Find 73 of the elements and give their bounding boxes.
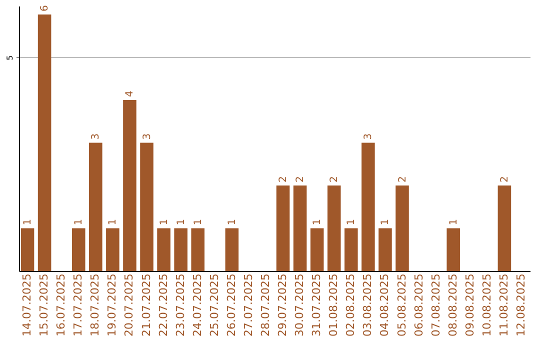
- x-tick-label: 21.07.2025: [140, 274, 153, 336]
- data-label: 1: [380, 218, 392, 226]
- bar: [174, 228, 188, 271]
- data-label: 2: [397, 176, 408, 183]
- bar: [362, 142, 375, 271]
- x-tick-label: 02.08.2025: [344, 274, 358, 336]
- x-tick-label: 22.07.2025: [156, 274, 170, 336]
- x-tick-label: 19.07.2025: [106, 274, 119, 336]
- x-tick-label: 15.07.2025: [38, 274, 51, 336]
- x-tick-label: 20.07.2025: [122, 274, 136, 336]
- data-label: 3: [142, 133, 153, 140]
- bar: [396, 186, 409, 271]
- data-label: 2: [278, 176, 290, 183]
- x-tick-label: 24.07.2025: [190, 274, 204, 336]
- x-tick-label: 28.07.2025: [258, 274, 272, 336]
- bar: [344, 228, 358, 271]
- x-tick-label: 14.07.2025: [20, 274, 34, 336]
- data-label: 2: [499, 176, 510, 183]
- x-tick-label: 18.07.2025: [88, 274, 102, 336]
- data-label: 1: [22, 218, 34, 226]
- data-label: 1: [346, 218, 358, 226]
- bar: [123, 100, 136, 271]
- x-tick-label: 06.08.2025: [412, 274, 426, 336]
- x-tick-label: 05.08.2025: [395, 274, 408, 336]
- x-tick-label: 03.08.2025: [361, 274, 374, 336]
- bar: [157, 228, 170, 271]
- data-label: 1: [108, 218, 119, 226]
- x-tick-label: 12.08.2025: [514, 274, 528, 336]
- bar: [327, 186, 341, 271]
- bar: [276, 186, 290, 271]
- bar: [225, 228, 239, 271]
- data-label: 1: [226, 218, 238, 226]
- x-tick-label: 25.07.2025: [208, 274, 221, 336]
- bar: [378, 228, 392, 271]
- bar: [140, 142, 154, 271]
- data-label: 1: [158, 218, 170, 226]
- x-tick-label: 30.07.2025: [293, 274, 306, 336]
- data-label: 1: [176, 218, 187, 226]
- x-tick-label: 29.07.2025: [276, 274, 290, 336]
- x-tick-label: 08.08.2025: [446, 274, 460, 336]
- data-label: 1: [448, 218, 460, 226]
- x-tick-label: 23.07.2025: [174, 274, 187, 336]
- x-tick-label: 26.07.2025: [224, 274, 238, 336]
- bar: [446, 228, 460, 271]
- x-tick-label: 09.08.2025: [463, 274, 476, 336]
- data-label: 2: [295, 176, 306, 183]
- bar: [89, 142, 102, 271]
- data-label: 1: [312, 218, 324, 226]
- data-label: 6: [40, 5, 51, 12]
- data-label: 2: [329, 176, 340, 183]
- x-tick-label: 11.08.2025: [497, 274, 510, 336]
- x-tick-label: 31.07.2025: [310, 274, 324, 336]
- x-tick-label: 17.07.2025: [72, 274, 85, 336]
- bar: [38, 14, 52, 271]
- x-tick-label: 01.08.2025: [327, 274, 340, 336]
- bar: [106, 228, 120, 271]
- x-tick-label: 07.08.2025: [429, 274, 442, 336]
- data-label: 3: [90, 133, 102, 140]
- data-label: 1: [192, 218, 204, 226]
- x-tick-label: 16.07.2025: [54, 274, 68, 336]
- data-label: 1: [74, 218, 85, 226]
- bar: [72, 228, 86, 271]
- data-label: 3: [363, 133, 374, 140]
- x-tick-label: 27.07.2025: [242, 274, 255, 336]
- x-tick-label: 04.08.2025: [378, 274, 392, 336]
- x-tick-label: 10.08.2025: [480, 274, 494, 336]
- bar: [310, 228, 324, 271]
- y-tick-label: 5: [6, 55, 14, 60]
- data-label: 4: [124, 90, 136, 98]
- bar: [498, 186, 512, 271]
- bar: [20, 228, 34, 271]
- bar: [293, 186, 307, 271]
- bar: [191, 228, 204, 271]
